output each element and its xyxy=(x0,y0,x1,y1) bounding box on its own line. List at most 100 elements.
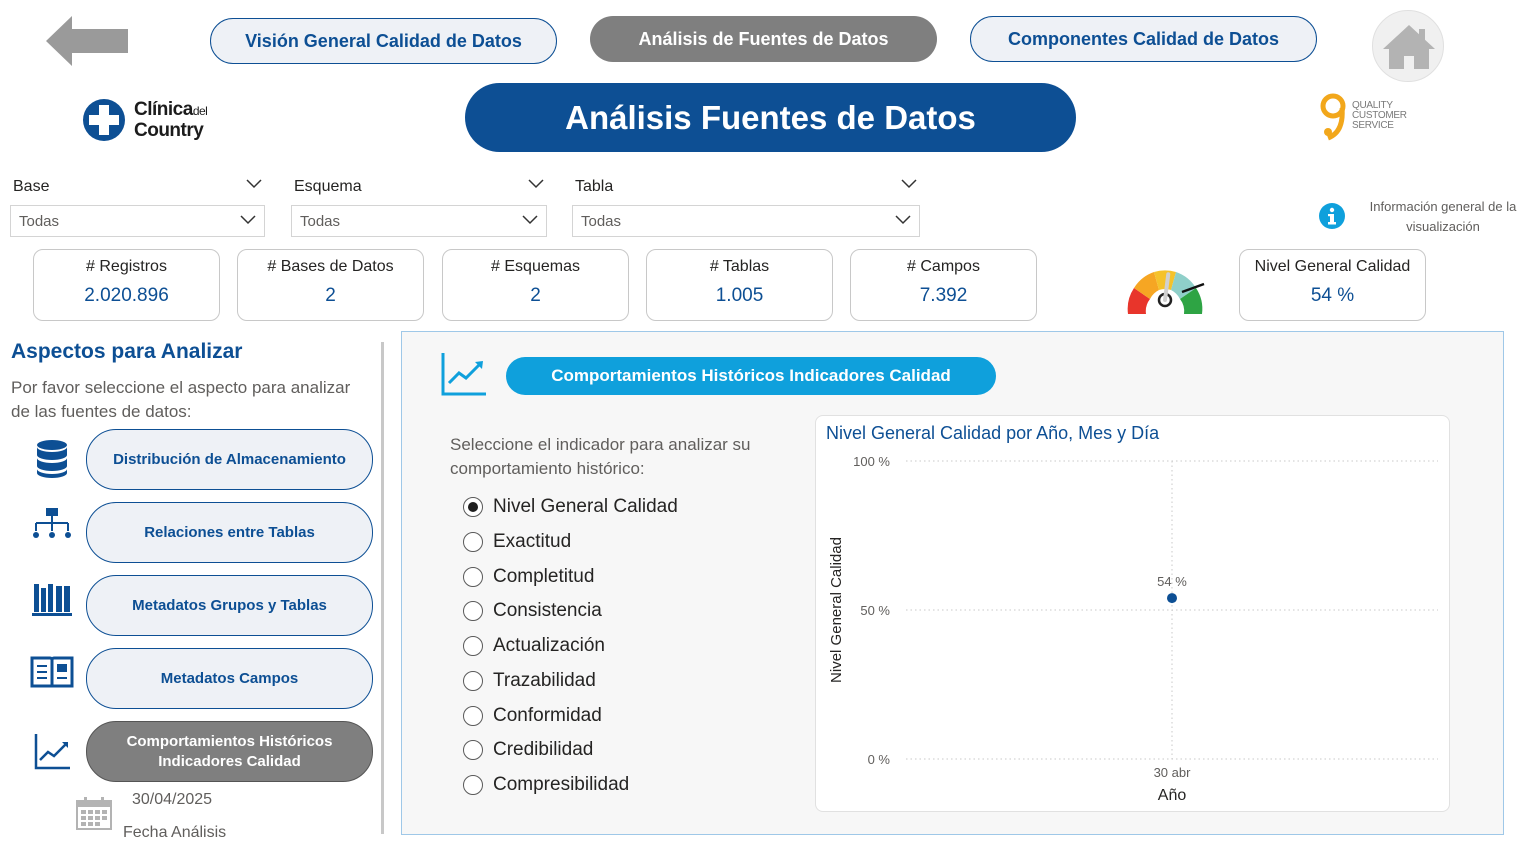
indicator-label: Trazabilidad xyxy=(493,669,596,691)
radio-button[interactable] xyxy=(463,740,483,761)
filter-tabla-value: Todas xyxy=(581,212,622,230)
indicator-radio[interactable]: Compresibilidad xyxy=(463,772,629,798)
radio-button[interactable] xyxy=(463,566,483,587)
tab-componentes-calidad[interactable]: Componentes Calidad de Datos xyxy=(970,16,1317,62)
indicator-radio[interactable]: Credibilidad xyxy=(463,737,593,763)
chevron-down-icon xyxy=(522,215,538,225)
chevron-down-icon[interactable] xyxy=(901,179,917,189)
gauge-icon xyxy=(1127,270,1205,314)
chevron-down-icon xyxy=(240,215,256,225)
sidebar-title: Aspectos para Analizar xyxy=(11,340,243,363)
distribucion-almacenamiento-button[interactable]: Distribución de Almacenamiento xyxy=(86,429,373,490)
y-tick-label: 100 % xyxy=(853,454,890,469)
tab-analisis-fuentes[interactable]: Análisis de Fuentes de Datos xyxy=(590,16,937,62)
filter-tabla-label: Tabla xyxy=(575,178,614,195)
indicator-label: Compresibilidad xyxy=(493,774,630,795)
radio-button[interactable] xyxy=(463,775,483,795)
comportamientos-historicos-button[interactable]: Comportamientos Históricos Indicadores C… xyxy=(86,721,373,782)
indicator-radio[interactable]: Consistencia xyxy=(463,598,602,624)
filter-esquema-value: Todas xyxy=(300,212,341,230)
indicator-label: Exactitud xyxy=(493,530,572,552)
hierarchy-icon xyxy=(33,508,71,538)
kpi-registros: # Registros 2.020.896 xyxy=(33,249,220,321)
indicator-radio[interactable]: Exactitud xyxy=(463,529,571,555)
kpi-value: 2 xyxy=(530,285,541,306)
filter-esquema-label: Esquema xyxy=(294,178,362,195)
indicator-label: Conformidad xyxy=(493,704,602,726)
indicator-select-description: Seleccione el indicador para analizar su… xyxy=(450,435,751,478)
filter-base-value: Todas xyxy=(19,212,60,230)
quality-customer-service-logo: QUALITY CUSTOMER SERVICE xyxy=(1318,92,1428,144)
filter-base-label: Base xyxy=(13,178,50,195)
chevron-down-icon xyxy=(895,215,911,225)
kpi-value: 2 xyxy=(325,285,336,306)
indicator-radio[interactable]: Conformidad xyxy=(463,703,602,729)
indicator-label: Actualización xyxy=(493,635,605,656)
kpi-value: 7.392 xyxy=(919,285,968,306)
kpi-value: 2.020.896 xyxy=(84,285,169,306)
radio-button[interactable] xyxy=(463,531,483,552)
filter-base-select[interactable]: Todas xyxy=(10,205,265,237)
chevron-down-icon[interactable] xyxy=(246,179,262,189)
medical-cross-icon xyxy=(83,99,125,141)
kpi-label: # Campos xyxy=(907,258,980,275)
back-arrow-icon[interactable] xyxy=(44,14,130,68)
chart-plot: 0 % 50 % 100 % 30 abr 54 % Año Nivel General C… xyxy=(828,454,1438,804)
trend-chart-icon xyxy=(441,353,486,396)
kpi-esquemas: # Esquemas 2 xyxy=(442,249,629,321)
kpi-tablas: # Tablas 1.005 xyxy=(646,249,833,321)
radio-button[interactable] xyxy=(463,636,483,656)
kpi-label: # Tablas xyxy=(709,258,770,275)
kpi-value: 1.005 xyxy=(715,285,764,306)
tab-vision-general[interactable]: Visión General Calidad de Datos xyxy=(210,18,557,64)
kpi-label: # Esquemas xyxy=(491,258,580,275)
kpi-value: 54 % xyxy=(1310,285,1355,306)
info-icon[interactable] xyxy=(1318,202,1346,230)
filter-esquema-select[interactable]: Todas xyxy=(291,205,547,237)
trend-chart-icon xyxy=(34,734,70,770)
x-axis-title: Año xyxy=(1158,787,1187,804)
indicator-radio[interactable]: Actualización xyxy=(463,633,605,659)
radio-button[interactable] xyxy=(463,497,483,517)
indicator-label: Completitud xyxy=(493,565,595,587)
kpi-label: Nivel General Calidad xyxy=(1254,258,1411,275)
kpi-nivel-general-calidad: Nivel General Calidad 54 % xyxy=(1239,249,1426,321)
kpi-label: # Registros xyxy=(86,258,167,275)
radio-button[interactable] xyxy=(463,601,483,622)
indicator-radio[interactable]: Completitud xyxy=(463,564,594,590)
radio-button[interactable] xyxy=(463,670,483,691)
chevron-down-icon[interactable] xyxy=(528,179,544,189)
page-title: Análisis Fuentes de Datos xyxy=(465,83,1076,152)
calendar-icon xyxy=(76,797,112,830)
analysis-date-value: 30/04/2025 xyxy=(132,791,213,808)
filter-tabla-select[interactable]: Todas xyxy=(572,205,920,237)
kpi-label: # Bases de Datos xyxy=(267,258,394,275)
indicator-label: Consistencia xyxy=(493,600,602,622)
radio-button[interactable] xyxy=(463,705,483,726)
indicator-radio[interactable]: Trazabilidad xyxy=(463,668,596,694)
metadatos-campos-button[interactable]: Metadatos Campos xyxy=(86,648,373,709)
kpi-bases-de-datos: # Bases de Datos 2 xyxy=(237,249,424,321)
indicator-radio[interactable]: Nivel General Calidad xyxy=(463,494,678,520)
kpi-campos: # Campos 7.392 xyxy=(850,249,1037,321)
clinica-del-country-logo: Clínicadel Country xyxy=(82,98,222,144)
metadatos-grupos-tablas-button[interactable]: Metadatos Grupos y Tablas xyxy=(86,575,373,636)
info-text: Información general de la visualización xyxy=(1369,199,1517,234)
y-tick-label: 0 % xyxy=(868,752,891,767)
qcs-mark-icon xyxy=(1320,93,1346,141)
home-button[interactable] xyxy=(1372,10,1444,82)
y-axis-title: Nivel General Calidad xyxy=(828,537,845,683)
analysis-date-label: Fecha Análisis xyxy=(123,824,227,841)
home-icon xyxy=(1383,25,1435,69)
books-icon xyxy=(32,584,72,616)
x-tick-label: 30 abr xyxy=(1154,765,1192,780)
y-tick-label: 50 % xyxy=(860,603,890,618)
data-label: 54 % xyxy=(1157,574,1187,589)
sidebar-description: Por favor seleccione el aspecto para ana… xyxy=(11,378,351,421)
data-point xyxy=(1167,593,1177,604)
relaciones-tablas-button[interactable]: Relaciones entre Tablas xyxy=(86,502,373,563)
panel-divider xyxy=(381,342,384,834)
open-book-icon xyxy=(30,656,74,688)
database-icon xyxy=(37,440,67,478)
section-title: Comportamientos Históricos Indicadores C… xyxy=(506,357,996,395)
